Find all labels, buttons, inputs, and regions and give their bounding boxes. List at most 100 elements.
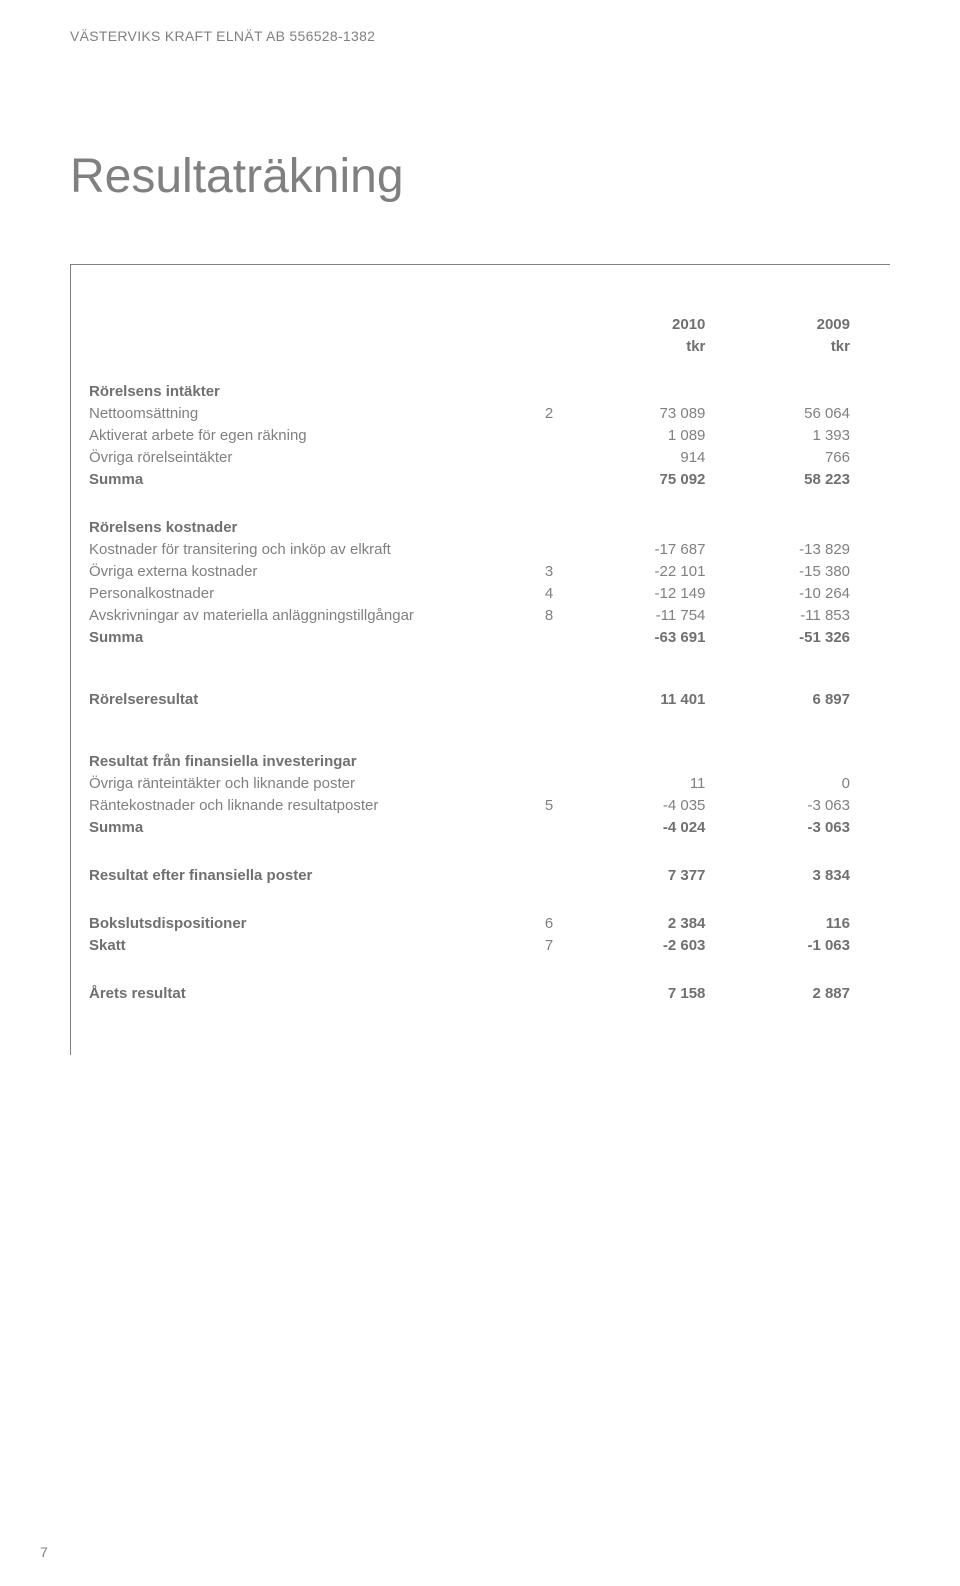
gap-cell — [89, 491, 850, 517]
row-label: Övriga externa kostnader — [89, 561, 508, 583]
row-note — [508, 447, 554, 469]
row-value-1: -17 687 — [553, 539, 705, 561]
table-row: Summa 75 09258 223 — [89, 469, 850, 491]
row-label: Övriga rörelseintäkter — [89, 447, 508, 469]
section-gap — [89, 711, 850, 751]
unit-2: tkr — [705, 335, 850, 381]
table-row: Övriga ränteintäkter och liknande poster… — [89, 773, 850, 795]
row-value-1: -22 101 — [553, 561, 705, 583]
table-row: Rörelseresultat11 4016 897 — [89, 689, 850, 711]
row-note: 8 — [508, 605, 554, 627]
cell-empty — [508, 751, 554, 773]
row-value-1: -2 603 — [553, 935, 705, 957]
cell-empty — [705, 751, 850, 773]
row-note — [508, 539, 554, 561]
row-label: Övriga ränteintäkter och liknande poster — [89, 773, 508, 795]
section-heading: Resultat från finansiella investeringar — [89, 751, 508, 773]
row-note: 2 — [508, 403, 554, 425]
row-label: Rörelseresultat — [89, 689, 508, 711]
row-value-1: 7 158 — [553, 983, 705, 1005]
table-row: Rörelsens kostnader — [89, 517, 850, 539]
row-label: Summa — [89, 627, 508, 649]
row-value-2: 56 064 — [705, 403, 850, 425]
row-value-2: 6 897 — [705, 689, 850, 711]
cell-empty — [89, 313, 508, 335]
cell-empty — [89, 335, 508, 381]
row-value-2: -15 380 — [705, 561, 850, 583]
table-row: Nettoomsättning273 08956 064 — [89, 403, 850, 425]
row-note — [508, 817, 554, 839]
row-note — [508, 689, 554, 711]
table-row: Rörelsens intäkter — [89, 381, 850, 403]
row-label: Kostnader för transitering och inköp av … — [89, 539, 508, 561]
table-row: 20102009 — [89, 313, 850, 335]
cell-empty — [508, 313, 554, 335]
table-row: Aktiverat arbete för egen räkning 1 0891 … — [89, 425, 850, 447]
table-row: Personalkostnader4-12 149-10 264 — [89, 583, 850, 605]
row-label: Nettoomsättning — [89, 403, 508, 425]
row-value-2: -11 853 — [705, 605, 850, 627]
cell-empty — [553, 381, 705, 403]
gap-cell — [89, 887, 850, 913]
row-value-1: 914 — [553, 447, 705, 469]
gap-cell — [89, 957, 850, 983]
row-label: Räntekostnader och liknande resultatpost… — [89, 795, 508, 817]
row-value-2: -51 326 — [705, 627, 850, 649]
row-note — [508, 865, 554, 887]
cell-empty — [508, 335, 554, 381]
row-note — [508, 469, 554, 491]
table-row: Summa -4 024-3 063 — [89, 817, 850, 839]
table-row: Resultat från finansiella investeringar — [89, 751, 850, 773]
cell-empty — [508, 381, 554, 403]
year-2: 2009 — [705, 313, 850, 335]
row-label: Resultat efter finansiella poster — [89, 865, 508, 887]
cell-empty — [553, 751, 705, 773]
row-value-1: -63 691 — [553, 627, 705, 649]
row-label: Avskrivningar av materiella anläggningst… — [89, 605, 508, 627]
row-note — [508, 425, 554, 447]
table-row: Övriga externa kostnader3-22 101-15 380 — [89, 561, 850, 583]
row-value-1: 2 384 — [553, 913, 705, 935]
row-value-1: -4 024 — [553, 817, 705, 839]
cell-empty — [553, 517, 705, 539]
row-label: Summa — [89, 817, 508, 839]
row-value-2: -3 063 — [705, 795, 850, 817]
income-statement-table: 20102009tkrtkrRörelsens intäkterNettooms… — [89, 313, 850, 1005]
row-value-2: 0 — [705, 773, 850, 795]
page-title: Resultaträkning — [70, 149, 890, 204]
section-gap — [89, 491, 850, 517]
content-frame: 20102009tkrtkrRörelsens intäkterNettooms… — [70, 264, 890, 1055]
row-note: 7 — [508, 935, 554, 957]
row-value-2: 58 223 — [705, 469, 850, 491]
row-value-2: 1 393 — [705, 425, 850, 447]
row-value-1: 75 092 — [553, 469, 705, 491]
table-row: Avskrivningar av materiella anläggningst… — [89, 605, 850, 627]
section-heading: Rörelsens intäkter — [89, 381, 508, 403]
row-note — [508, 627, 554, 649]
row-note: 4 — [508, 583, 554, 605]
row-note — [508, 983, 554, 1005]
row-note: 6 — [508, 913, 554, 935]
section-gap — [89, 649, 850, 689]
cell-empty — [508, 517, 554, 539]
page-number: 7 — [40, 1544, 48, 1560]
table-row: Kostnader för transitering och inköp av … — [89, 539, 850, 561]
table-row: Räntekostnader och liknande resultatpost… — [89, 795, 850, 817]
section-gap — [89, 957, 850, 983]
row-note: 3 — [508, 561, 554, 583]
row-value-1: 7 377 — [553, 865, 705, 887]
section-gap — [89, 887, 850, 913]
table-row: Övriga rörelseintäkter914766 — [89, 447, 850, 469]
row-value-2: -10 264 — [705, 583, 850, 605]
row-value-2: -13 829 — [705, 539, 850, 561]
row-label: Aktiverat arbete för egen räkning — [89, 425, 508, 447]
row-value-2: -3 063 — [705, 817, 850, 839]
section-heading: Rörelsens kostnader — [89, 517, 508, 539]
row-label: Summa — [89, 469, 508, 491]
table-row: Resultat efter finansiella poster7 3773 … — [89, 865, 850, 887]
cell-empty — [705, 381, 850, 403]
row-value-1: 1 089 — [553, 425, 705, 447]
row-label: Skatt — [89, 935, 508, 957]
row-value-2: 116 — [705, 913, 850, 935]
table-row: tkrtkr — [89, 335, 850, 381]
